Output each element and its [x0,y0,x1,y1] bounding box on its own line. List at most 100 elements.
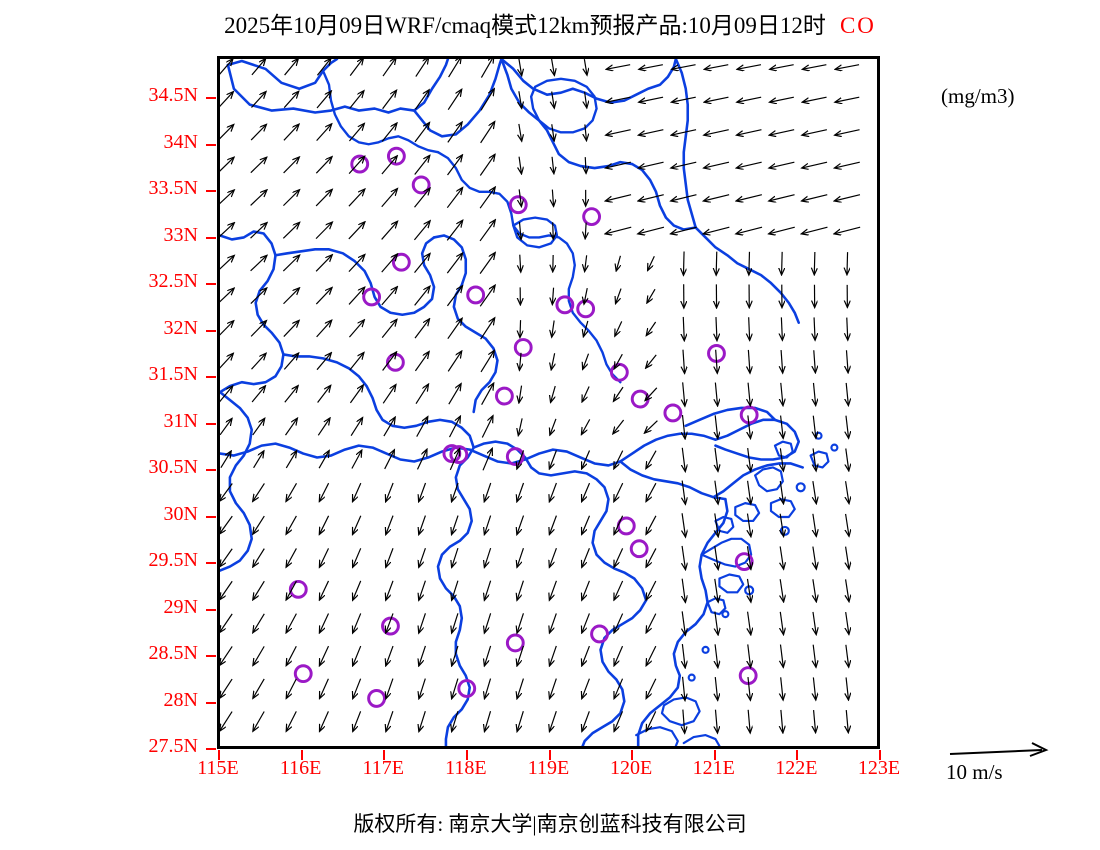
wind-vector [348,124,364,142]
wind-vector [419,711,426,731]
wind-vector [220,288,234,303]
wind-vector [553,222,554,238]
wind-vector [220,223,234,237]
wind-vector [316,124,332,141]
wind-vector [480,59,493,78]
wind-vector [419,678,426,699]
y-tick-label: 27.5N [148,735,198,757]
wind-vector [748,644,751,667]
wind-vector [251,59,265,76]
wind-vector [748,382,750,406]
wind-vector [250,256,267,272]
wind-vector [315,288,331,305]
wind-vector [583,353,590,369]
wind-vector [414,123,429,143]
x-tick-label: 119E [527,757,570,779]
wind-vector [283,157,299,174]
wind-vector [846,579,849,601]
wind-vector [447,122,462,143]
wind-vector [737,64,762,70]
y-tick-mark [206,283,216,285]
wind-vector [285,451,296,469]
wind-vector [584,287,587,304]
wind-vector [846,611,849,634]
wind-vector [582,515,591,534]
wind-vector [835,161,860,168]
wind-vector [286,482,298,501]
wind-vector [550,678,557,699]
wind-vector [780,579,783,601]
wind-vector [484,515,492,535]
wind-vector [286,548,297,566]
wind-vector [517,613,524,632]
wind-vector [452,580,459,600]
wind-vector [316,320,332,338]
wind-vector [552,287,553,304]
wind-vector [647,288,656,302]
wind-vector [614,386,624,401]
wind-vector [419,645,426,666]
wind-vector [349,59,363,77]
wind-vector [846,448,849,470]
wind-vector [638,226,665,234]
wind-vector [716,251,717,275]
wind-vector [802,194,828,201]
wind-vector [480,318,495,340]
x-tick-label: 118E [445,757,487,779]
wind-vector [646,450,657,469]
map-plot-area[interactable] [217,56,880,749]
wind-vector [286,645,297,665]
wind-vector [414,319,429,339]
wind-vector [253,613,265,633]
wind-vector [253,678,265,698]
wind-vector [253,515,265,534]
wind-vector [613,419,625,433]
wind-vector [814,710,816,732]
wind-vector [353,482,362,501]
wind-vector [482,449,492,471]
wind-vector [769,226,795,234]
wind-vector [447,319,462,339]
wind-vector [349,353,364,371]
wind-vector [353,515,362,534]
wind-vector [284,386,298,403]
wind-vector [671,226,697,234]
x-tick-mark [465,750,468,760]
wind-vector [770,64,794,70]
wind-vector [317,418,329,436]
wind-vector [452,613,459,632]
wind-vector [614,450,624,469]
wind-vector [220,580,233,599]
wind-vector [682,513,685,536]
wind-vector [484,613,492,632]
wind-vector [449,449,459,471]
wind-vector [737,129,762,135]
wind-vector [748,611,751,635]
wind-vector [748,448,751,471]
wind-vector [682,415,685,438]
wind-vector [382,385,395,404]
wind-vector [416,450,426,470]
wind-vector [381,222,398,240]
wind-vector [813,382,815,405]
wind-vector [748,480,751,504]
wind-vector [646,711,657,731]
wind-vector [671,161,697,168]
wind-vector [452,515,459,535]
wind-vector [645,420,658,433]
wind-vector [813,579,816,601]
wind-vector [582,580,590,600]
wind-vector [446,253,462,274]
page-title: 2025年10月09日WRF/cmaq模式12km预报产品:10月09日12时 C… [0,6,1100,40]
wind-vector [682,480,685,504]
wind-vector [803,64,827,70]
wind-vector [737,96,762,102]
wind-vector [671,194,697,201]
wind-vector [846,644,849,667]
wind-vector [220,451,231,469]
wind-vector [381,156,397,175]
wind-vector [582,419,591,434]
wind-vector [704,161,730,168]
wind-vector [484,547,492,567]
y-tick-mark [206,562,216,564]
